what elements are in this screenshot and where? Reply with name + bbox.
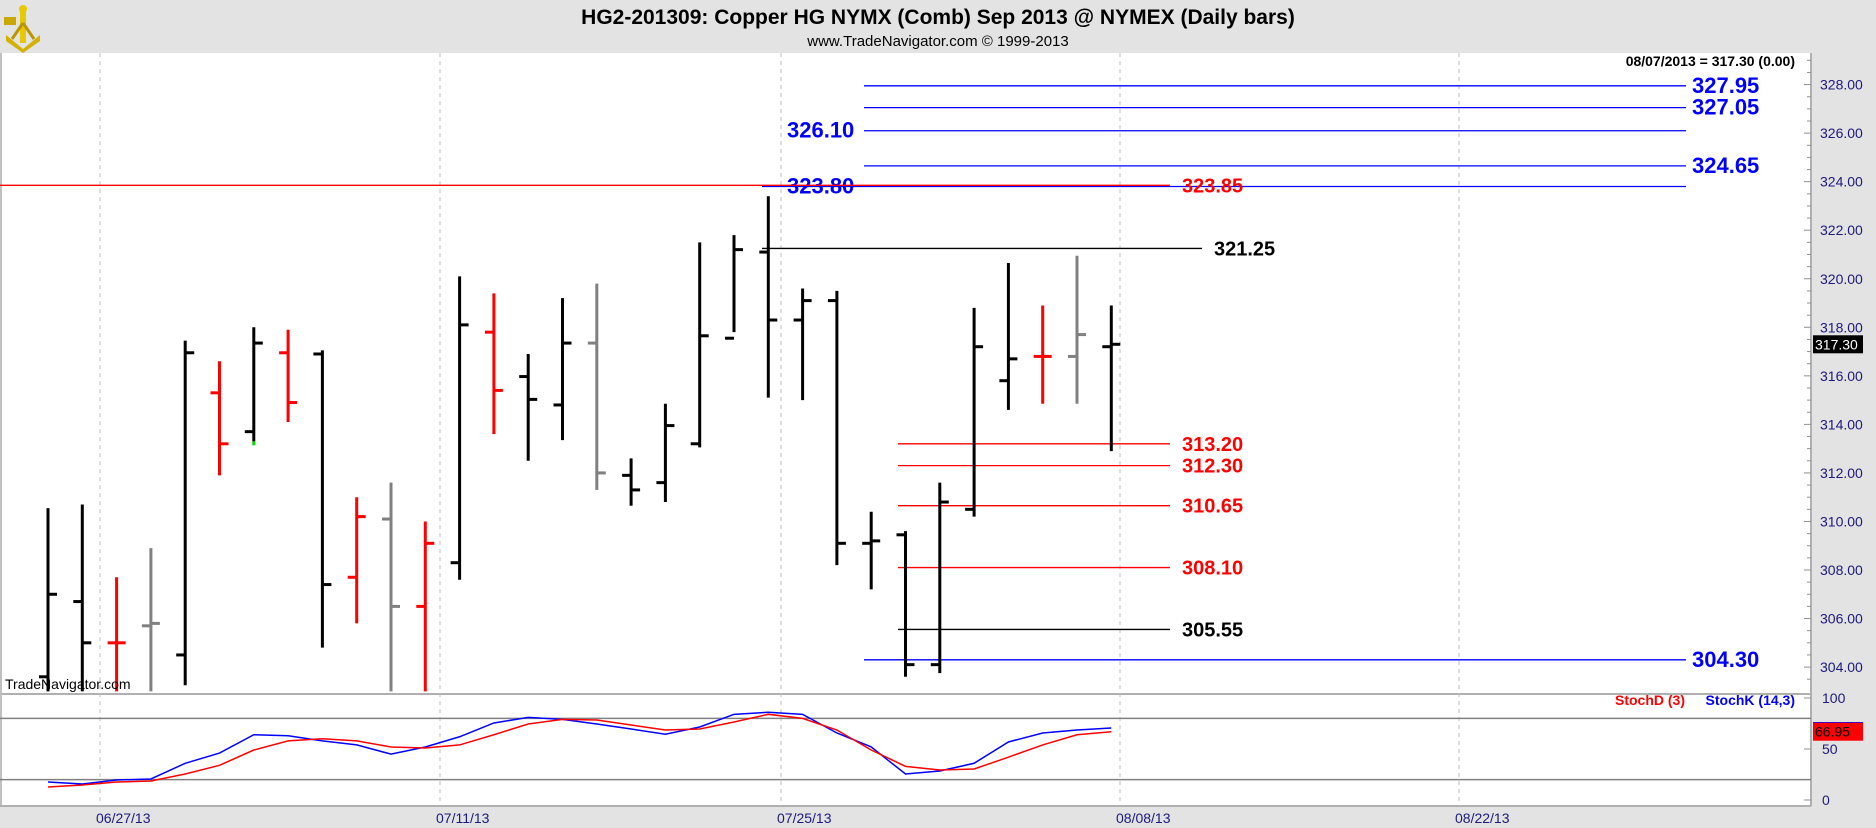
- ohlc-bar: [827, 290, 846, 566]
- date-tick-label: 08/22/13: [1455, 810, 1510, 826]
- ohlc-bar: [725, 235, 743, 340]
- price-tick-label: 310.00: [1820, 513, 1863, 529]
- price-axis-panel: [1810, 53, 1876, 828]
- price-level-label: 312.30: [1182, 456, 1243, 478]
- price-tick-label: 318.00: [1820, 319, 1863, 335]
- ohlc-bar: [107, 577, 126, 692]
- price-level-label: 305.55: [1182, 619, 1243, 641]
- date-axis: 06/27/13 07/11/13 07/25/13 08/08/13 08/22/13: [96, 810, 1510, 826]
- ohlc-bar: [244, 327, 263, 446]
- ohlc-bar: [587, 283, 606, 490]
- date-axis-panel: [0, 806, 1876, 828]
- price-level-label: 323.80: [787, 174, 854, 199]
- price-tick-label: 322.00: [1820, 222, 1863, 238]
- stoch-d-value-box: [1813, 722, 1863, 741]
- date-tick-label: 06/27/13: [96, 810, 151, 826]
- chart-title: HG2-201309: Copper HG NYMX (Comb) Sep 20…: [581, 6, 1295, 29]
- stochastic-panel: 100 50 0 66.95 StochD (3) StochK (14,3): [0, 690, 1863, 808]
- price-tick-label: 306.00: [1820, 611, 1863, 627]
- ohlc-bar: [622, 458, 641, 506]
- ohlc-bar: [39, 508, 57, 692]
- price-level-label: 324.65: [1692, 153, 1759, 178]
- ohlc-bar: [759, 196, 778, 398]
- ohlc-bar: [176, 340, 195, 686]
- ohlc-bar: [553, 298, 572, 441]
- ohlc-bar: [1102, 305, 1121, 452]
- price-bars: [39, 196, 1121, 692]
- watermark: TradeNavigator.com: [5, 676, 131, 692]
- price-tick-label: 304.00: [1820, 659, 1863, 675]
- ohlc-bar: [690, 242, 709, 448]
- header-bar: [0, 0, 1876, 53]
- price-level-label: 304.30: [1692, 647, 1759, 672]
- stoch-series-line: [47, 711, 1112, 785]
- price-tick-label: 308.00: [1820, 562, 1863, 578]
- sextant-logo: [4, 5, 40, 53]
- ohlc-bar: [313, 350, 332, 648]
- date-tick-label: 07/11/13: [436, 810, 490, 826]
- price-tick-label: 328.00: [1820, 77, 1863, 93]
- ohlc-bar: [347, 497, 366, 624]
- price-level-label: 323.85: [1182, 175, 1243, 197]
- date-tick-label: 07/25/13: [777, 810, 832, 826]
- price-axis: 328.00 326.00 324.00 322.00 320.00 318.00 316.…: [1804, 59, 1863, 680]
- price-tick-label: 312.00: [1820, 465, 1863, 481]
- ohlc-bar: [450, 276, 469, 580]
- ohlc-bar: [141, 548, 160, 692]
- ohlc-bar: [999, 262, 1018, 410]
- price-level-label: 327.05: [1692, 95, 1759, 120]
- ohlc-bar: [862, 511, 881, 590]
- price-tick-label: 320.00: [1820, 271, 1863, 287]
- stoch-tick-label: 50: [1822, 741, 1838, 757]
- ohlc-bar: [210, 361, 229, 476]
- ohlc-bar: [73, 504, 92, 692]
- ohlc-bar: [930, 482, 949, 674]
- ohlc-bar: [416, 521, 435, 692]
- ohlc-bar: [279, 329, 298, 422]
- stoch-tick-label: 100: [1822, 690, 1846, 706]
- ohlc-bar: [656, 403, 675, 503]
- ohlc-bar: [1033, 305, 1052, 404]
- price-tick-label: 326.00: [1820, 125, 1863, 141]
- legend-stoch-d: StochD (3): [1615, 692, 1685, 708]
- ohlc-bar: [484, 293, 503, 435]
- price-tick-label: 316.00: [1820, 368, 1863, 384]
- price-tick-label: 314.00: [1820, 416, 1863, 432]
- bar-marker: [252, 441, 256, 446]
- chart-subtitle: www.TradeNavigator.com © 1999-2013: [806, 33, 1068, 50]
- price-level-label: 321.25: [1214, 238, 1275, 260]
- ohlc-bar: [1068, 255, 1086, 404]
- ohlc-bar: [382, 482, 400, 692]
- ohlc-bar: [793, 288, 812, 401]
- legend-stoch-k: StochK (14,3): [1706, 692, 1795, 708]
- price-readout: 08/07/2013 = 317.30 (0.00): [1626, 53, 1795, 69]
- date-tick-label: 08/08/13: [1116, 810, 1171, 826]
- stoch-series-line: [47, 713, 1112, 788]
- last-price-label: 317.30: [1815, 336, 1858, 352]
- ohlc-bar: [965, 307, 984, 517]
- price-level-label: 308.10: [1182, 558, 1243, 580]
- price-level-label: 313.20: [1182, 434, 1243, 456]
- price-level-label: 327.95: [1692, 73, 1759, 98]
- ohlc-bar: [896, 531, 915, 677]
- last-price-box: [1813, 335, 1863, 354]
- stoch-d-value-label: 66.95: [1815, 724, 1850, 740]
- price-level-label: 310.65: [1182, 496, 1243, 518]
- price-tick-label: 324.00: [1820, 174, 1863, 190]
- ohlc-bar: [519, 353, 538, 461]
- price-level-label: 326.10: [787, 118, 854, 143]
- stoch-tick-label: 0: [1822, 792, 1830, 808]
- date-grid: [99, 53, 1460, 806]
